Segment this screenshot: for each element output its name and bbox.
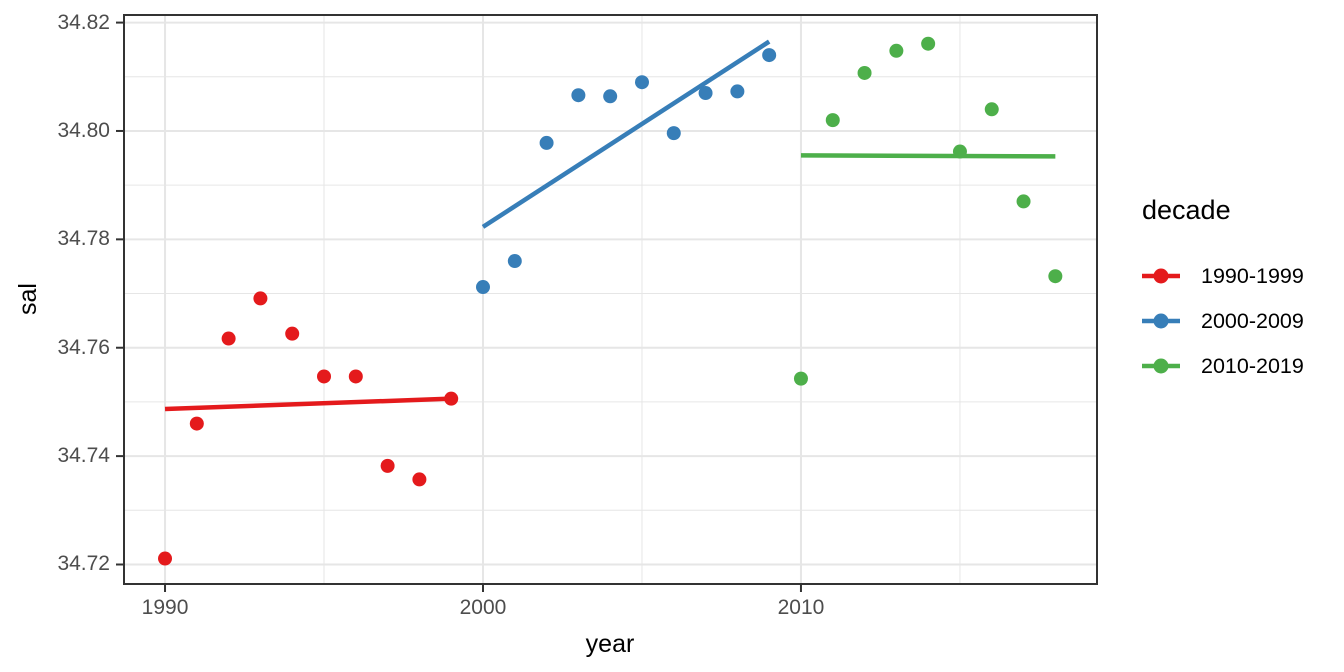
data-point-2010-2019: [952, 144, 967, 159]
data-point-2000-2009: [507, 254, 522, 269]
data-point-2000-2009: [634, 75, 649, 90]
x-tick-label-2010: 2010: [777, 596, 825, 619]
data-point-2000-2009: [666, 126, 681, 141]
trend-line-2000-2009: [481, 39, 771, 229]
trend-line-1990-1999: [164, 396, 452, 412]
data-point-2000-2009: [603, 89, 618, 104]
data-point-2010-2019: [984, 102, 999, 117]
data-point-2000-2009: [730, 84, 745, 99]
panel-background: [124, 15, 1097, 584]
data-point-1990-1999: [317, 369, 332, 384]
y-tick-label-34.74: 34.74: [57, 444, 110, 468]
legend-entry-2010-2019: 2010-2019: [1142, 352, 1304, 380]
data-point-2010-2019: [857, 65, 872, 80]
y-axis-title: sal: [14, 283, 42, 315]
data-point-2010-2019: [793, 371, 808, 386]
data-point-2010-2019: [921, 36, 936, 51]
trend-line-2010-2019: [800, 153, 1056, 159]
legend-label: 2010-2019: [1201, 353, 1304, 378]
data-point-2000-2009: [539, 135, 554, 150]
panel-border: [123, 14, 1098, 585]
data-point-1990-1999: [412, 472, 427, 487]
legend-entry-2000-2009: 2000-2009: [1142, 307, 1304, 335]
legend-key-icon: [1142, 358, 1180, 374]
y-tick-label-34.82: 34.82: [57, 10, 110, 34]
data-point-1990-1999: [380, 458, 395, 473]
legend: decade 1990-1999 2000-2009 2010-2019: [1142, 194, 1304, 380]
data-point-1990-1999: [158, 551, 173, 566]
data-point-2010-2019: [1048, 269, 1063, 284]
x-axis-title: year: [585, 630, 635, 658]
data-point-1990-1999: [285, 326, 300, 341]
legend-title: decade: [1142, 195, 1231, 225]
legend-label: 1990-1999: [1201, 263, 1304, 288]
data-point-1990-1999: [444, 391, 459, 406]
data-point-1990-1999: [253, 291, 268, 306]
data-point-1990-1999: [348, 369, 363, 384]
legend-key-icon: [1142, 313, 1180, 329]
legend-key-icon: [1142, 268, 1180, 284]
x-tick-label-1990: 1990: [141, 596, 189, 619]
legend-label: 2000-2009: [1201, 308, 1304, 333]
y-tick-label-34.80: 34.80: [57, 118, 110, 142]
data-point-1990-1999: [189, 416, 204, 431]
data-point-1990-1999: [221, 331, 236, 346]
legend-entry-1990-1999: 1990-1999: [1142, 262, 1304, 290]
data-point-2010-2019: [825, 113, 840, 128]
x-tick-label-2000: 2000: [459, 596, 507, 619]
data-point-2000-2009: [475, 280, 490, 295]
data-point-2000-2009: [571, 88, 586, 103]
y-tick-label-34.72: 34.72: [57, 552, 110, 576]
data-point-2010-2019: [889, 43, 904, 58]
data-point-2010-2019: [1016, 194, 1031, 209]
y-tick-label-34.78: 34.78: [57, 227, 110, 251]
data-point-2000-2009: [698, 86, 713, 101]
y-tick-label-34.76: 34.76: [57, 335, 110, 359]
data-point-2000-2009: [762, 48, 777, 63]
